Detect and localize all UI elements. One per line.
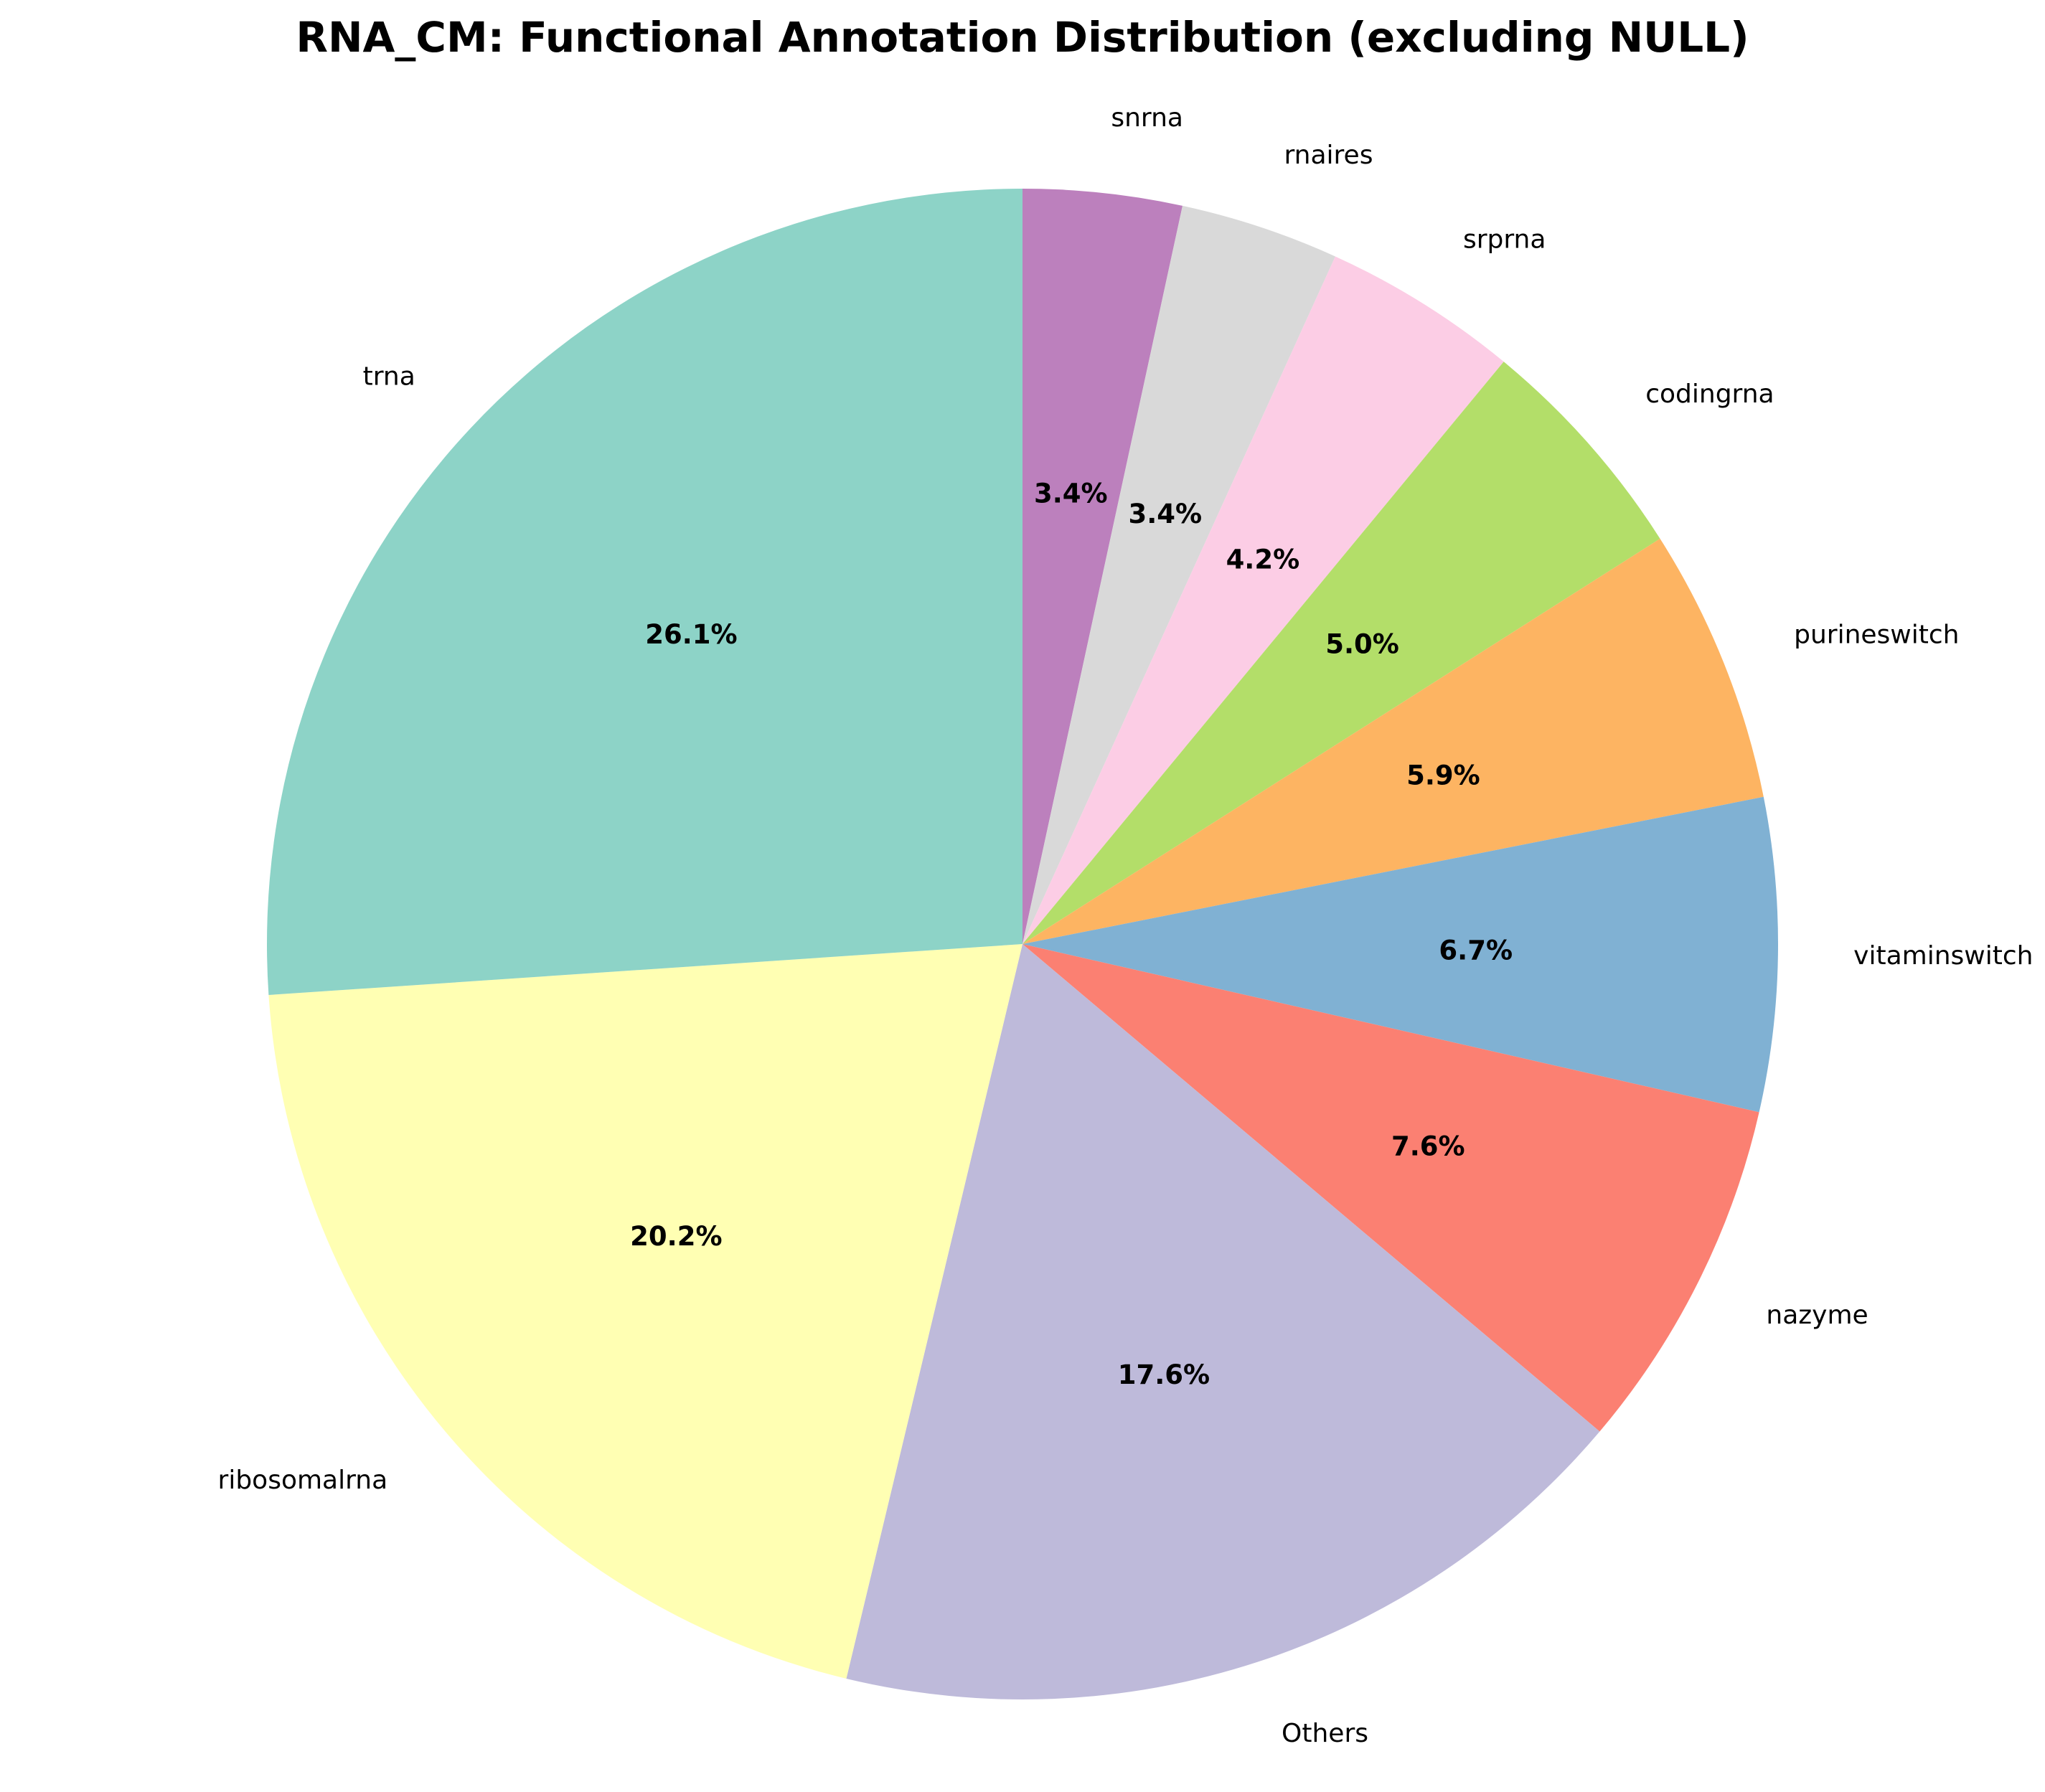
category-label-srprna: srprna <box>1463 225 1546 254</box>
category-label-ribosomalrna: ribosomalrna <box>218 1466 388 1495</box>
pie-slice-purineswitch <box>1022 538 1764 944</box>
percent-label-nazyme: 7.6% <box>1391 1131 1465 1162</box>
pie-slice-trna <box>267 189 1022 995</box>
category-label-others: Others <box>1282 1719 1368 1748</box>
pie-slice-vitaminswitch <box>1022 796 1778 1113</box>
category-labels: snrna rnaires srprna codingrna purineswitch v… <box>218 103 2034 1748</box>
category-label-nazyme: nazyme <box>1766 1301 1868 1330</box>
percent-label-codingrna: 5.0% <box>1325 628 1399 659</box>
percent-label-vitaminswitch: 6.7% <box>1439 935 1513 966</box>
pie-slice-others <box>846 944 1600 1699</box>
category-label-rnaires: rnaires <box>1284 141 1373 170</box>
category-label-snrna: snrna <box>1111 103 1183 133</box>
percent-label-snrna: 3.4% <box>1034 478 1108 509</box>
percent-label-rnaires: 3.4% <box>1129 499 1203 529</box>
percent-label-srprna: 4.2% <box>1226 544 1300 575</box>
category-label-trna: trna <box>363 362 415 392</box>
percent-label-others: 17.6% <box>1118 1359 1210 1390</box>
percent-label-purineswitch: 5.9% <box>1406 760 1480 791</box>
pie-slices <box>267 189 1778 1699</box>
pie-slice-ribosomalrna <box>268 944 1023 1679</box>
percent-labels: 3.4% 3.4% 4.2% 5.0% 5.9% 6.7% 7.6% 17.6% 20.2% 26… <box>630 478 1513 1390</box>
pie-slice-snrna <box>1022 189 1183 944</box>
pie-slice-rnaires <box>1022 205 1335 944</box>
pie-slice-codingrna <box>1022 362 1660 945</box>
category-label-codingrna: codingrna <box>1645 379 1774 409</box>
pie-slice-srprna <box>1022 256 1504 944</box>
percent-label-ribosomalrna: 20.2% <box>630 1221 722 1252</box>
pie-slice-nazyme <box>1022 944 1759 1432</box>
chart-title: RNA_CM: Functional Annotation Distributi… <box>296 13 1749 62</box>
category-label-purineswitch: purineswitch <box>1794 620 1959 649</box>
percent-label-trna: 26.1% <box>645 619 737 650</box>
category-label-vitaminswitch: vitaminswitch <box>1853 941 2033 971</box>
